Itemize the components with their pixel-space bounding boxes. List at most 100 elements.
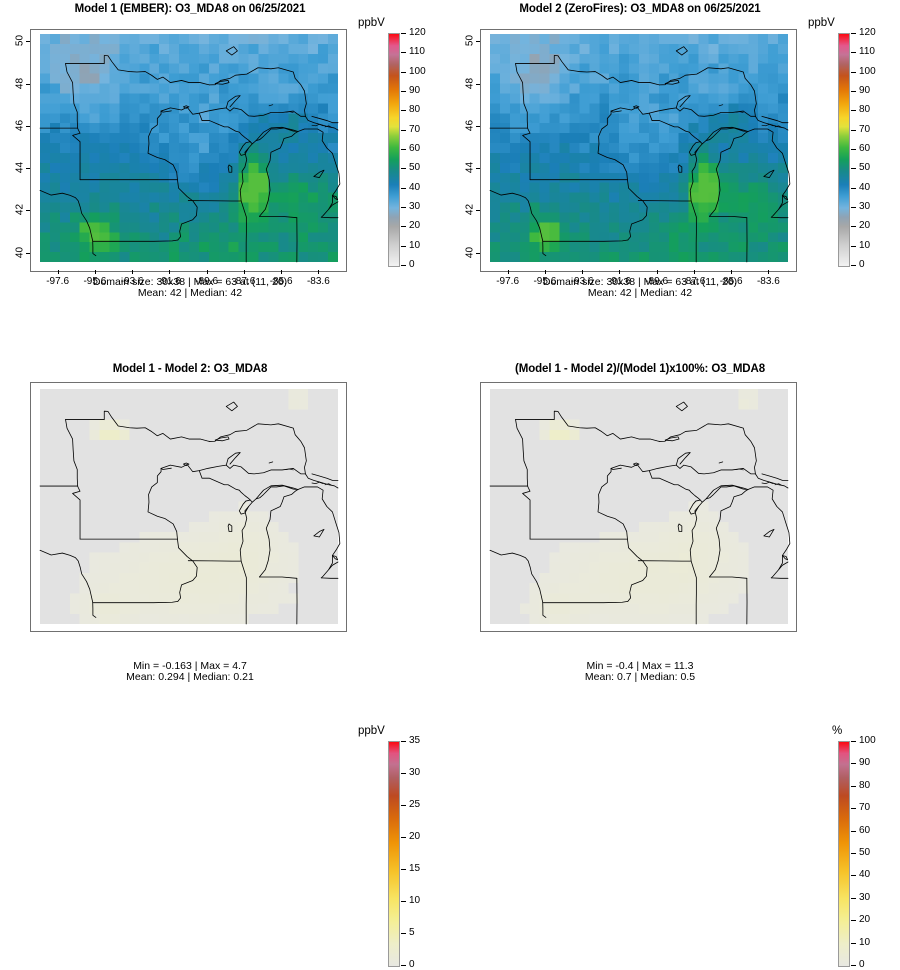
colorbar-tick-label: 0 <box>409 259 415 270</box>
colorbar-tick <box>851 741 856 742</box>
x-axis-tick <box>731 270 733 274</box>
colorbar-tick <box>851 830 856 832</box>
x-axis-tick-label: -95.6 <box>533 276 557 287</box>
colorbar-tick <box>401 933 406 934</box>
map-plot-area <box>480 29 797 272</box>
y-axis-tick <box>476 210 480 212</box>
colorbar-tick-label: 15 <box>409 863 421 874</box>
colorbar-tick <box>401 110 406 112</box>
y-axis-tick <box>26 252 30 254</box>
colorbar-gradient <box>838 33 850 267</box>
panel-percent-difference: (Model 1 - Model 2)/(Model 1)x100%: O3_M… <box>450 354 900 970</box>
colorbar-tick <box>401 741 406 742</box>
y-axis-tick-label: 50 <box>14 35 26 47</box>
colorbar-tick <box>851 129 856 131</box>
colorbar-tick-label: 100 <box>859 735 876 746</box>
panel-caption-line2: Mean: 42 | Median: 42 <box>137 287 243 299</box>
colorbar-tick-label: 35 <box>409 735 421 746</box>
colorbar-tick <box>401 52 406 54</box>
heatmap-raster <box>490 389 788 624</box>
colorbar-tick-label: 80 <box>859 779 871 791</box>
colorbar-tick-label: 70 <box>409 123 421 135</box>
x-axis-tick <box>582 270 584 274</box>
colorbar-tick <box>851 149 856 150</box>
y-axis-tick-label: 50 <box>464 35 476 47</box>
y-axis-tick-label: 40 <box>14 246 26 258</box>
map-plot-area <box>30 29 347 272</box>
map-borders-overlay <box>489 46 791 263</box>
y-axis-tick-label: 44 <box>464 162 476 174</box>
x-axis-tick <box>57 270 59 274</box>
colorbar-tick-label: 60 <box>409 143 421 154</box>
panel-model-1: Model 1 (EMBER): O3_MDA8 on 06/25/2021 D… <box>0 0 450 353</box>
y-axis-tick-label: 40 <box>464 246 476 258</box>
colorbar-tick-label: 40 <box>409 181 421 193</box>
colorbar-unit-label: ppbV <box>808 17 835 29</box>
colorbar-tick <box>851 875 856 877</box>
colorbar-tick-label: 0 <box>859 259 865 270</box>
colorbar-tick-label: 10 <box>409 895 421 906</box>
colorbar-tick-label: 100 <box>859 65 876 77</box>
x-axis-tick-label: -97.6 <box>496 276 520 287</box>
colorbar-tick <box>401 265 406 266</box>
colorbar-tick <box>401 187 406 189</box>
panel-caption-line1: Domain size: 30x38 | Max = 63 at (11, 26… <box>92 276 288 288</box>
colorbar-tick <box>851 763 856 765</box>
colorbar-tick <box>851 91 856 92</box>
x-axis-tick <box>132 270 134 274</box>
colorbar-tick-label: 0 <box>409 959 415 970</box>
colorbar-gradient <box>388 33 400 267</box>
y-axis-tick <box>476 83 480 85</box>
heatmap-raster <box>40 34 338 262</box>
colorbar-tick <box>401 129 406 131</box>
panel-model-2: Model 2 (ZeroFires): O3_MDA8 on 06/25/20… <box>450 0 900 353</box>
x-axis-tick <box>94 270 96 274</box>
panel-difference: Model 1 - Model 2: O3_MDA8 Min = -0.163 … <box>0 354 450 970</box>
y-axis-tick <box>26 210 30 212</box>
panel-caption-line2: Mean: 0.7 | Median: 0.5 <box>584 671 696 683</box>
x-axis-tick <box>768 270 770 274</box>
colorbar-tick <box>851 920 856 922</box>
colorbar-tick-label: 30 <box>859 201 871 212</box>
colorbar-tick <box>851 168 856 170</box>
colorbar-tick-label: 10 <box>859 936 871 948</box>
panel-caption-line2: Mean: 0.294 | Median: 0.21 <box>126 671 254 683</box>
panel-caption-line1: Domain size: 30x38 | Max = 63 at (11, 26… <box>542 276 738 288</box>
colorbar-tick <box>851 33 856 34</box>
colorbar-tick-label: 100 <box>409 65 426 77</box>
colorbar-tick-label: 90 <box>859 757 871 769</box>
y-axis-tick <box>26 83 30 85</box>
colorbar-tick-label: 30 <box>409 767 421 778</box>
x-axis-tick <box>507 270 509 274</box>
colorbar-tick <box>401 869 406 870</box>
map-borders-overlay <box>39 46 341 263</box>
heatmap-raster <box>490 34 788 262</box>
y-axis-tick <box>26 125 30 127</box>
colorbar-tick-label: 70 <box>859 802 871 814</box>
colorbar-tick <box>401 965 406 966</box>
y-axis-tick-label: 42 <box>464 204 476 216</box>
colorbar-tick <box>401 901 406 902</box>
colorbar-tick-label: 110 <box>859 46 875 58</box>
x-axis-tick-label: -91.6 <box>157 276 181 287</box>
colorbar-tick <box>851 187 856 189</box>
panel-caption-line1: Min = -0.4 | Max = 11.3 <box>586 660 694 672</box>
x-axis-tick-label: -83.6 <box>756 276 780 287</box>
colorbar-tick <box>851 226 856 228</box>
colorbar-tick-label: 25 <box>409 799 421 810</box>
colorbar-tick <box>401 226 406 228</box>
colorbar-tick-label: 30 <box>409 201 421 212</box>
panel-caption-line1: Min = -0.163 | Max = 4.7 <box>133 660 247 672</box>
colorbar-tick-label: 10 <box>409 239 421 251</box>
colorbar-tick-label: 50 <box>859 847 871 858</box>
colorbar-tick-label: 80 <box>859 104 871 116</box>
x-axis-tick <box>243 270 245 274</box>
colorbar-tick-label: 80 <box>409 104 421 116</box>
colorbar-tick <box>401 71 406 73</box>
colorbar-tick <box>401 245 406 247</box>
x-axis-tick <box>619 270 621 274</box>
x-axis-tick <box>656 270 658 274</box>
colorbar-tick <box>851 965 856 966</box>
colorbar-tick <box>851 942 856 944</box>
x-axis-tick-label: -87.6 <box>232 276 256 287</box>
